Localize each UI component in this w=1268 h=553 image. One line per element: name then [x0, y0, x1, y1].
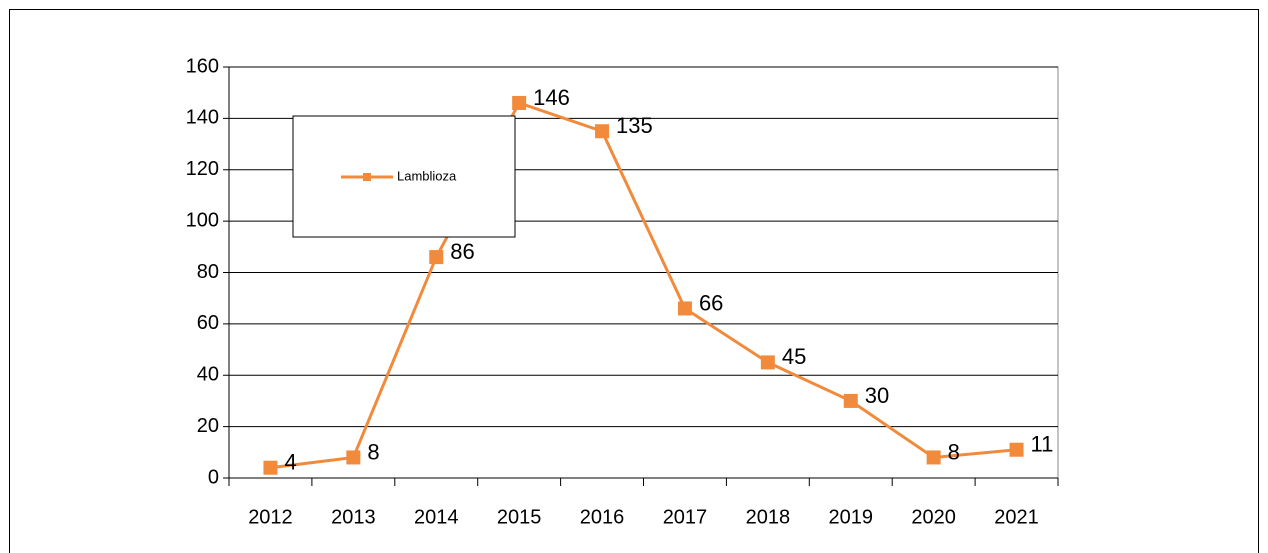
- data-label: 66: [699, 290, 723, 315]
- y-tick-label: 60: [197, 312, 219, 334]
- data-label: 11: [1031, 432, 1054, 457]
- y-tick-label: 100: [186, 209, 219, 231]
- marker: [926, 450, 941, 465]
- marker: [429, 250, 444, 265]
- y-tick-label: 160: [186, 55, 219, 77]
- data-label: 45: [782, 344, 806, 369]
- marker: [760, 355, 775, 370]
- data-label: 135: [616, 113, 653, 138]
- x-tick-label: 2014: [414, 506, 459, 528]
- x-tick-label: 2017: [663, 506, 708, 528]
- legend-marker: [363, 173, 371, 181]
- marker: [677, 301, 692, 316]
- x-tick-label: 2015: [497, 506, 542, 528]
- y-tick-label: 140: [186, 107, 219, 129]
- y-tick-label: 120: [186, 158, 219, 180]
- x-tick-label: 2021: [994, 506, 1039, 528]
- frame: [9, 9, 1259, 553]
- data-label: 30: [865, 383, 889, 408]
- marker: [843, 393, 858, 408]
- y-tick-label: 80: [197, 261, 219, 283]
- data-label: 4: [284, 450, 296, 475]
- y-tick-label: 40: [197, 364, 219, 386]
- y-tick-label: 20: [197, 415, 219, 437]
- x-tick-label: 2013: [331, 506, 376, 528]
- legend-label: Lamblioza: [397, 168, 457, 183]
- x-tick-label: 2016: [580, 506, 625, 528]
- data-label: 8: [367, 439, 379, 464]
- x-tick-label: 2012: [248, 506, 293, 528]
- data-label: 146: [533, 85, 570, 110]
- x-tick-label: 2020: [911, 506, 956, 528]
- series-line: [270, 101, 1017, 470]
- y-tick-label: 0: [208, 466, 219, 488]
- marker: [346, 450, 361, 465]
- data-label: 86: [450, 239, 474, 264]
- marker: [595, 124, 610, 139]
- legend-box: [292, 115, 516, 238]
- marker: [1009, 442, 1024, 457]
- data-label: 8: [948, 439, 960, 464]
- marker: [512, 95, 527, 110]
- marker: [263, 460, 278, 475]
- x-tick-label: 2019: [829, 506, 874, 528]
- x-tick-label: 2018: [746, 506, 791, 528]
